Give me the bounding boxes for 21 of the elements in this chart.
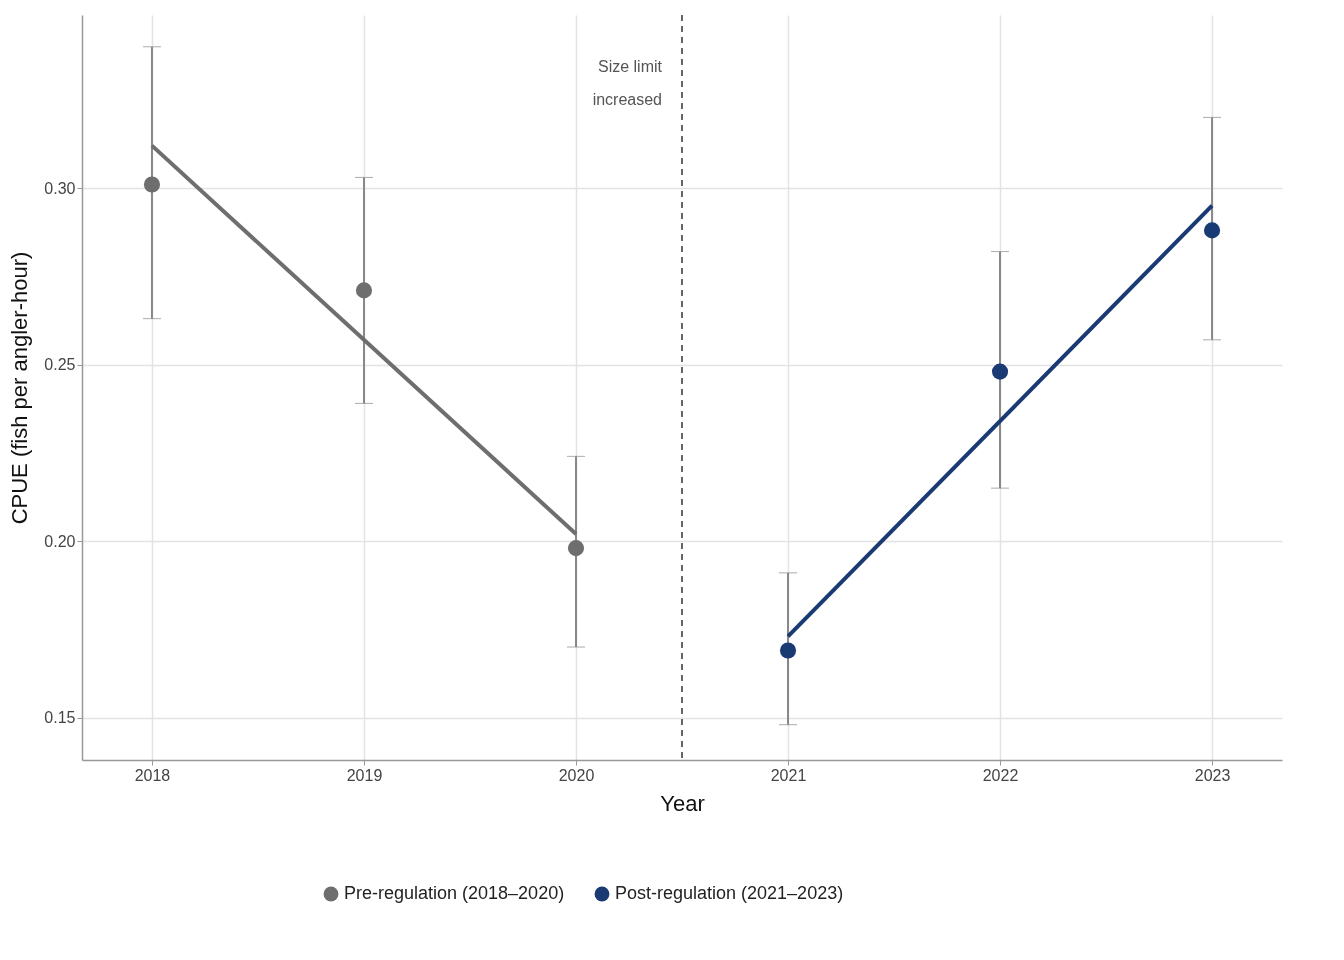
point: [567, 540, 585, 557]
y-tick-label: 0.25: [44, 356, 76, 374]
legend-label: Post-regulation (2021–2023): [615, 883, 844, 903]
y-tick-label: 0.20: [44, 532, 76, 550]
x-tick-label: 2022: [982, 766, 1019, 784]
x-axis-title: Year: [660, 790, 705, 816]
point: [779, 642, 797, 659]
ref-line-label: Size limit increased: [592, 58, 663, 108]
legend-label: Pre-regulation (2018–2020): [344, 883, 565, 903]
x-tick-label: 2023: [1194, 766, 1231, 784]
y-axis-title: CPUE (fish per angler-hour): [7, 251, 33, 525]
point: [143, 176, 161, 193]
y-tick-label: 0.30: [44, 179, 76, 197]
x-tick-label: 2021: [770, 766, 807, 784]
y-tick-label: 0.15: [44, 709, 76, 727]
point: [1203, 222, 1221, 239]
x-tick-label: 2018: [134, 766, 171, 784]
point: [355, 282, 373, 299]
x-tick-label: 2020: [558, 766, 595, 784]
point: [991, 363, 1009, 380]
x-tick-label: 2019: [346, 766, 383, 784]
